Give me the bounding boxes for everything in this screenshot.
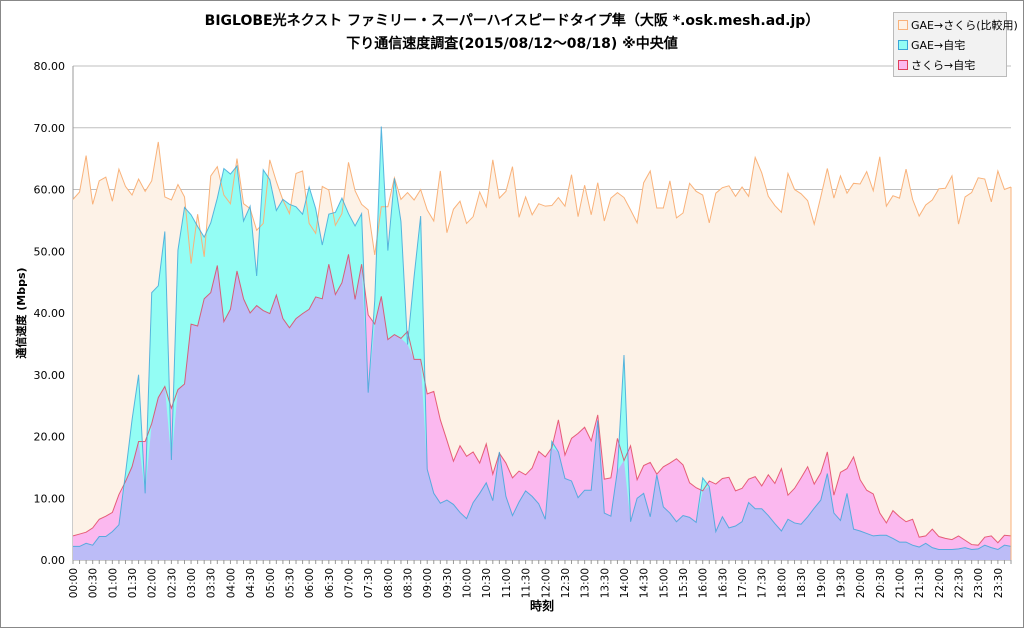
line-sakura-home [72, 254, 1012, 546]
chart-subtitle: 下り通信速度調査(2015/08/12～08/18) ※中央値 [346, 36, 678, 52]
x-tick-label: 09:00 [422, 568, 434, 598]
y-tick-label: 80.00 [34, 60, 66, 73]
x-tick-label: 08:30 [403, 568, 415, 598]
x-tick-label: 14:00 [619, 568, 631, 598]
x-tick-label: 06:30 [324, 568, 336, 598]
legend-item-gae-sakura: GAE→さくら(比較用) [898, 17, 1018, 33]
legend-swatch [898, 60, 908, 70]
x-tick-label: 22:30 [954, 568, 966, 598]
y-tick-label: 70.00 [34, 122, 66, 135]
x-tick-label: 15:30 [678, 568, 690, 598]
x-tick-label: 11:30 [521, 568, 533, 598]
x-tick-label: 10:30 [481, 568, 493, 598]
x-tick-label: 09:30 [442, 568, 454, 598]
x-tick-label: 19:00 [816, 568, 828, 598]
x-tick-label: 16:00 [698, 568, 710, 598]
x-tick-label: 00:30 [88, 568, 100, 598]
area-overlap [73, 254, 1011, 560]
x-tick-label: 15:00 [658, 568, 670, 598]
x-tick-label: 01:30 [127, 568, 139, 598]
line-gae-sakura [72, 141, 1012, 264]
x-tick-label: 07:00 [343, 568, 355, 598]
x-tick-label: 21:00 [894, 568, 906, 598]
x-tick-label: 13:00 [580, 568, 592, 598]
x-tick-label: 18:30 [796, 568, 808, 598]
x-tick-label: 17:30 [757, 568, 769, 598]
x-tick-label: 07:30 [363, 568, 375, 598]
x-tick-label: 06:00 [304, 568, 316, 598]
legend-item-gae-home: GAE→自宅 [898, 37, 965, 53]
x-tick-label: 12:30 [560, 568, 572, 598]
x-tick-label: 17:00 [737, 568, 749, 598]
y-tick-label: 30.00 [34, 369, 66, 382]
legend-item-sakura-home: さくら→自宅 [898, 57, 975, 73]
chart-title: BIGLOBE光ネクスト ファミリー・スーパーハイスピードタイプ隼（大阪 *.o… [204, 13, 820, 29]
legend: GAE→さくら(比較用) GAE→自宅 さくら→自宅 [893, 12, 1018, 77]
x-tick-label: 14:30 [639, 568, 651, 598]
legend-label: GAE→さくら(比較用) [911, 19, 1018, 32]
x-tick-label: 23:30 [993, 568, 1005, 598]
x-tick-label: 04:30 [245, 568, 257, 598]
x-tick-label: 23:00 [973, 568, 985, 598]
legend-label: GAE→自宅 [911, 39, 966, 52]
y-tick-label: 20.00 [34, 431, 66, 444]
x-tick-label: 05:30 [284, 568, 296, 598]
legend-swatch [898, 20, 908, 30]
x-tick-label: 22:00 [934, 568, 946, 598]
x-tick-label: 18:00 [776, 568, 788, 598]
x-tick-label: 02:00 [147, 568, 159, 598]
y-tick-label: 50.00 [34, 245, 66, 258]
line-gae-home [73, 126, 1012, 551]
x-tick-label: 10:00 [462, 568, 474, 598]
x-tick-label: 00:00 [68, 568, 80, 598]
x-tick-label: 05:00 [265, 568, 277, 598]
x-tick-label: 08:00 [383, 568, 395, 598]
x-tick-label: 21:30 [914, 568, 926, 598]
y-tick-label: 40.00 [34, 307, 66, 320]
x-tick-label: 11:00 [501, 568, 513, 598]
legend-swatch [898, 40, 908, 50]
x-axis-label: 時刻 [530, 598, 554, 613]
legend-label: さくら→自宅 [911, 59, 976, 72]
x-tick-label: 01:00 [107, 568, 119, 598]
y-tick-label: 60.00 [34, 184, 66, 197]
x-tick-label: 20:30 [875, 568, 887, 598]
x-tick-label: 03:00 [186, 568, 198, 598]
x-tick-label: 16:30 [717, 568, 729, 598]
x-tick-label: 04:00 [225, 568, 237, 598]
x-tick-label: 02:30 [166, 568, 178, 598]
x-tick-label: 19:30 [835, 568, 847, 598]
x-tick-label: 13:30 [599, 568, 611, 598]
y-tick-label: 10.00 [34, 492, 66, 505]
y-tick-label: 0.00 [41, 554, 66, 567]
y-axis-label: 通信速度 (Mbps) [14, 267, 28, 358]
x-tick-label: 03:30 [206, 568, 218, 598]
x-tick-label: 12:00 [540, 568, 552, 598]
x-tick-label: 20:00 [855, 568, 867, 598]
